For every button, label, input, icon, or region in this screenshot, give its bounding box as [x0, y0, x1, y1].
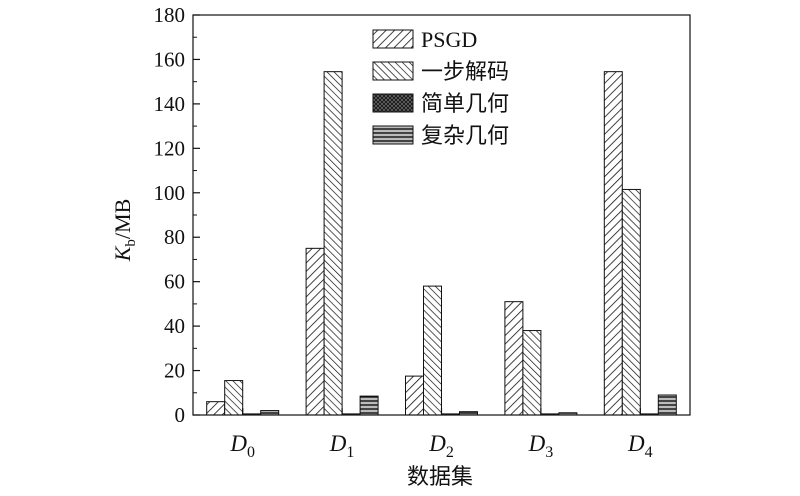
y-axis-label: Kb/MB: [110, 199, 139, 263]
x-tick-label: D0: [229, 431, 255, 461]
legend-swatch: [372, 29, 414, 49]
x-tick-label: D1: [329, 431, 355, 461]
y-axis-label-rest: /MB: [110, 199, 135, 239]
bar-D2-0: [405, 375, 424, 416]
y-tick-label: 120: [154, 136, 186, 160]
y-tick-label: 100: [154, 181, 186, 205]
bar-D0-3: [260, 410, 280, 416]
legend-label: 简单几何: [421, 92, 509, 117]
y-axis-label-main: K: [110, 245, 135, 262]
axes-group: 0 20 40 60 80 100 120 140 160 180 D0 D1 D2 D3 D4: [154, 3, 691, 461]
bar-D0-0: [206, 401, 226, 416]
bar-D3-1: [522, 330, 542, 416]
bar-D0-1: [224, 380, 244, 416]
bar-D4-0: [603, 71, 623, 416]
y-tick-label: 60: [164, 270, 185, 294]
legend-swatch: [372, 93, 414, 113]
legend-label: 复杂几何: [421, 124, 509, 149]
bar-D2-1: [423, 285, 442, 416]
y-tick-label: 140: [154, 92, 186, 116]
y-tick-label: 80: [164, 225, 185, 249]
x-tick-label: D4: [627, 431, 653, 461]
bar-D1-0: [305, 247, 325, 416]
legend-label: PSGD: [421, 27, 477, 52]
legend-swatch: [372, 125, 414, 145]
bar-D1-1: [323, 71, 343, 416]
bar-D4-1: [621, 188, 641, 416]
y-tick-label: 180: [154, 3, 186, 27]
y-tick-label: 0: [175, 403, 186, 427]
bar-D4-3: [657, 394, 677, 416]
y-tick-label: 20: [164, 359, 185, 383]
legend-swatch: [372, 61, 414, 81]
bar-D3-0: [504, 301, 524, 416]
x-tick-label: D3: [528, 431, 554, 461]
y-tick-label: 160: [154, 47, 186, 71]
y-tick-label: 40: [164, 314, 185, 338]
legend-label: 一步解码: [421, 60, 509, 85]
x-axis-label: 数据集: [407, 465, 473, 490]
bar-D1-3: [359, 395, 379, 416]
y-axis-label-sub: b: [123, 239, 139, 247]
x-tick-label: D2: [428, 431, 454, 461]
